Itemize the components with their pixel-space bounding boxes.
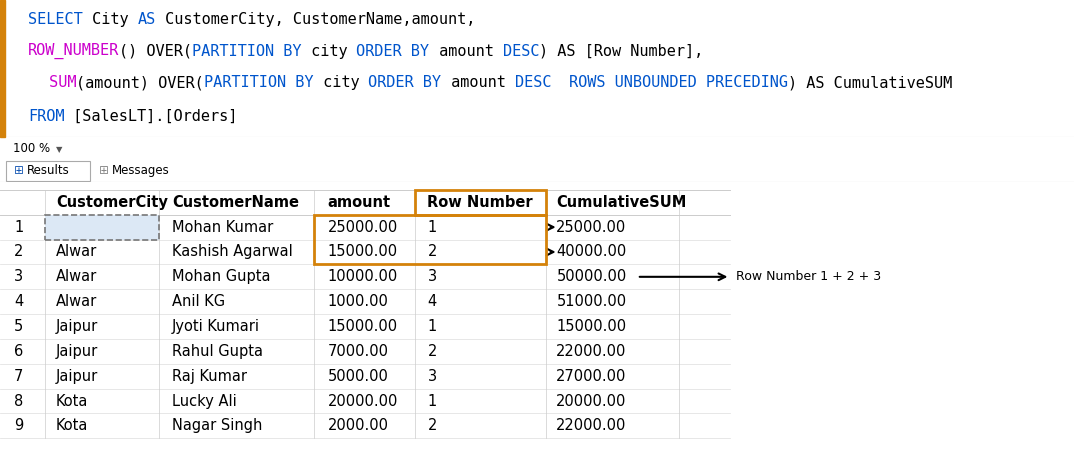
Text: 4: 4 bbox=[427, 294, 437, 309]
Text: ROWS UNBOUNDED PRECEDING: ROWS UNBOUNDED PRECEDING bbox=[569, 75, 788, 90]
Text: 1: 1 bbox=[427, 319, 437, 334]
Text: 25000.00: 25000.00 bbox=[328, 220, 397, 235]
Bar bbox=[6, 161, 90, 181]
Text: 2: 2 bbox=[427, 244, 437, 260]
Text: 6: 6 bbox=[14, 344, 24, 359]
Text: 20000.00: 20000.00 bbox=[328, 393, 398, 409]
Text: 7: 7 bbox=[14, 369, 24, 384]
Text: 2000.00: 2000.00 bbox=[328, 418, 389, 433]
Text: SELECT: SELECT bbox=[28, 13, 83, 27]
Text: AS: AS bbox=[137, 13, 156, 27]
Text: CustomerCity, CustomerName,amount,: CustomerCity, CustomerName,amount, bbox=[156, 13, 475, 27]
Text: Jaipur: Jaipur bbox=[56, 369, 98, 384]
Text: 22000.00: 22000.00 bbox=[556, 418, 627, 433]
Text: Rahul Gupta: Rahul Gupta bbox=[172, 344, 263, 359]
Text: city: city bbox=[302, 44, 357, 59]
Text: 50000.00: 50000.00 bbox=[556, 269, 626, 284]
Text: ORDER BY: ORDER BY bbox=[368, 75, 441, 90]
Text: Alwar: Alwar bbox=[56, 269, 97, 284]
Text: 22000.00: 22000.00 bbox=[556, 344, 627, 359]
Text: City: City bbox=[83, 13, 137, 27]
Bar bbox=[0, 0, 5, 137]
Text: FROM: FROM bbox=[28, 109, 64, 124]
Text: ▼: ▼ bbox=[56, 145, 62, 154]
Text: 100 %: 100 % bbox=[13, 142, 50, 154]
Text: 25000.00: 25000.00 bbox=[556, 220, 626, 235]
Text: ⊞: ⊞ bbox=[99, 164, 108, 176]
Text: Alwar: Alwar bbox=[56, 220, 97, 235]
Text: 51000.00: 51000.00 bbox=[556, 294, 626, 309]
Text: Kota: Kota bbox=[56, 393, 88, 409]
Text: Jyoti Kumari: Jyoti Kumari bbox=[172, 319, 260, 334]
Text: 15000.00: 15000.00 bbox=[328, 319, 397, 334]
Text: Alwar: Alwar bbox=[56, 244, 97, 260]
Text: Anil KG: Anil KG bbox=[172, 294, 224, 309]
Text: 5: 5 bbox=[14, 319, 24, 334]
Text: PARTITION BY: PARTITION BY bbox=[204, 75, 314, 90]
Text: Lucky Ali: Lucky Ali bbox=[172, 393, 236, 409]
Text: 1: 1 bbox=[427, 220, 437, 235]
Text: CumulativeSUM: CumulativeSUM bbox=[556, 195, 686, 210]
Text: 9: 9 bbox=[14, 418, 24, 433]
Text: 8: 8 bbox=[14, 393, 24, 409]
Text: PARTITION BY: PARTITION BY bbox=[192, 44, 302, 59]
Text: city: city bbox=[314, 75, 368, 90]
Text: 10000.00: 10000.00 bbox=[328, 269, 397, 284]
Text: 2: 2 bbox=[427, 418, 437, 433]
Text: 15000.00: 15000.00 bbox=[556, 319, 626, 334]
Text: ORDER BY: ORDER BY bbox=[357, 44, 430, 59]
Text: () OVER(: () OVER( bbox=[119, 44, 192, 59]
Text: 1: 1 bbox=[14, 220, 24, 235]
Text: ) AS [Row Number],: ) AS [Row Number], bbox=[539, 44, 703, 59]
Text: Mohan Kumar: Mohan Kumar bbox=[172, 220, 273, 235]
Text: 4: 4 bbox=[14, 294, 24, 309]
Text: ) AS CumulativeSUM: ) AS CumulativeSUM bbox=[788, 75, 953, 90]
Text: (amount) OVER(: (amount) OVER( bbox=[76, 75, 204, 90]
Text: SUM: SUM bbox=[40, 75, 76, 90]
Bar bbox=[314, 215, 546, 264]
Text: Nagar Singh: Nagar Singh bbox=[172, 418, 262, 433]
Text: DESC: DESC bbox=[514, 75, 551, 90]
Text: ⊞: ⊞ bbox=[14, 164, 24, 176]
Text: CustomerCity: CustomerCity bbox=[56, 195, 168, 210]
Text: Jaipur: Jaipur bbox=[56, 319, 98, 334]
Text: 3: 3 bbox=[427, 369, 436, 384]
Text: 7000.00: 7000.00 bbox=[328, 344, 389, 359]
Bar bbox=[415, 190, 546, 215]
Text: 40000.00: 40000.00 bbox=[556, 244, 626, 260]
Text: Results: Results bbox=[27, 164, 70, 176]
Text: amount: amount bbox=[441, 75, 514, 90]
Text: Kota: Kota bbox=[56, 418, 88, 433]
Text: Row Number 1 + 2 + 3: Row Number 1 + 2 + 3 bbox=[736, 270, 881, 283]
Text: amount: amount bbox=[430, 44, 503, 59]
Text: 1000.00: 1000.00 bbox=[328, 294, 389, 309]
Text: 27000.00: 27000.00 bbox=[556, 369, 627, 384]
Text: amount: amount bbox=[328, 195, 391, 210]
Text: Messages: Messages bbox=[112, 164, 170, 176]
Text: DESC: DESC bbox=[503, 44, 539, 59]
Text: Raj Kumar: Raj Kumar bbox=[172, 369, 247, 384]
Text: CustomerName: CustomerName bbox=[172, 195, 299, 210]
Text: [SalesLT].[Orders]: [SalesLT].[Orders] bbox=[64, 109, 237, 124]
Text: ROW_NUMBER: ROW_NUMBER bbox=[28, 43, 119, 59]
Text: Alwar: Alwar bbox=[56, 294, 97, 309]
Text: Row Number: Row Number bbox=[427, 195, 533, 210]
Text: Kashish Agarwal: Kashish Agarwal bbox=[172, 244, 292, 260]
Text: 15000.00: 15000.00 bbox=[328, 244, 397, 260]
Text: 2: 2 bbox=[14, 244, 24, 260]
Text: Mohan Gupta: Mohan Gupta bbox=[172, 269, 271, 284]
Text: 3: 3 bbox=[427, 269, 436, 284]
Text: 3: 3 bbox=[14, 269, 23, 284]
Text: 20000.00: 20000.00 bbox=[556, 393, 627, 409]
Text: 1: 1 bbox=[427, 393, 437, 409]
Text: 2: 2 bbox=[427, 344, 437, 359]
Text: Jaipur: Jaipur bbox=[56, 344, 98, 359]
Bar bbox=[45, 215, 159, 240]
Text: 5000.00: 5000.00 bbox=[328, 369, 389, 384]
